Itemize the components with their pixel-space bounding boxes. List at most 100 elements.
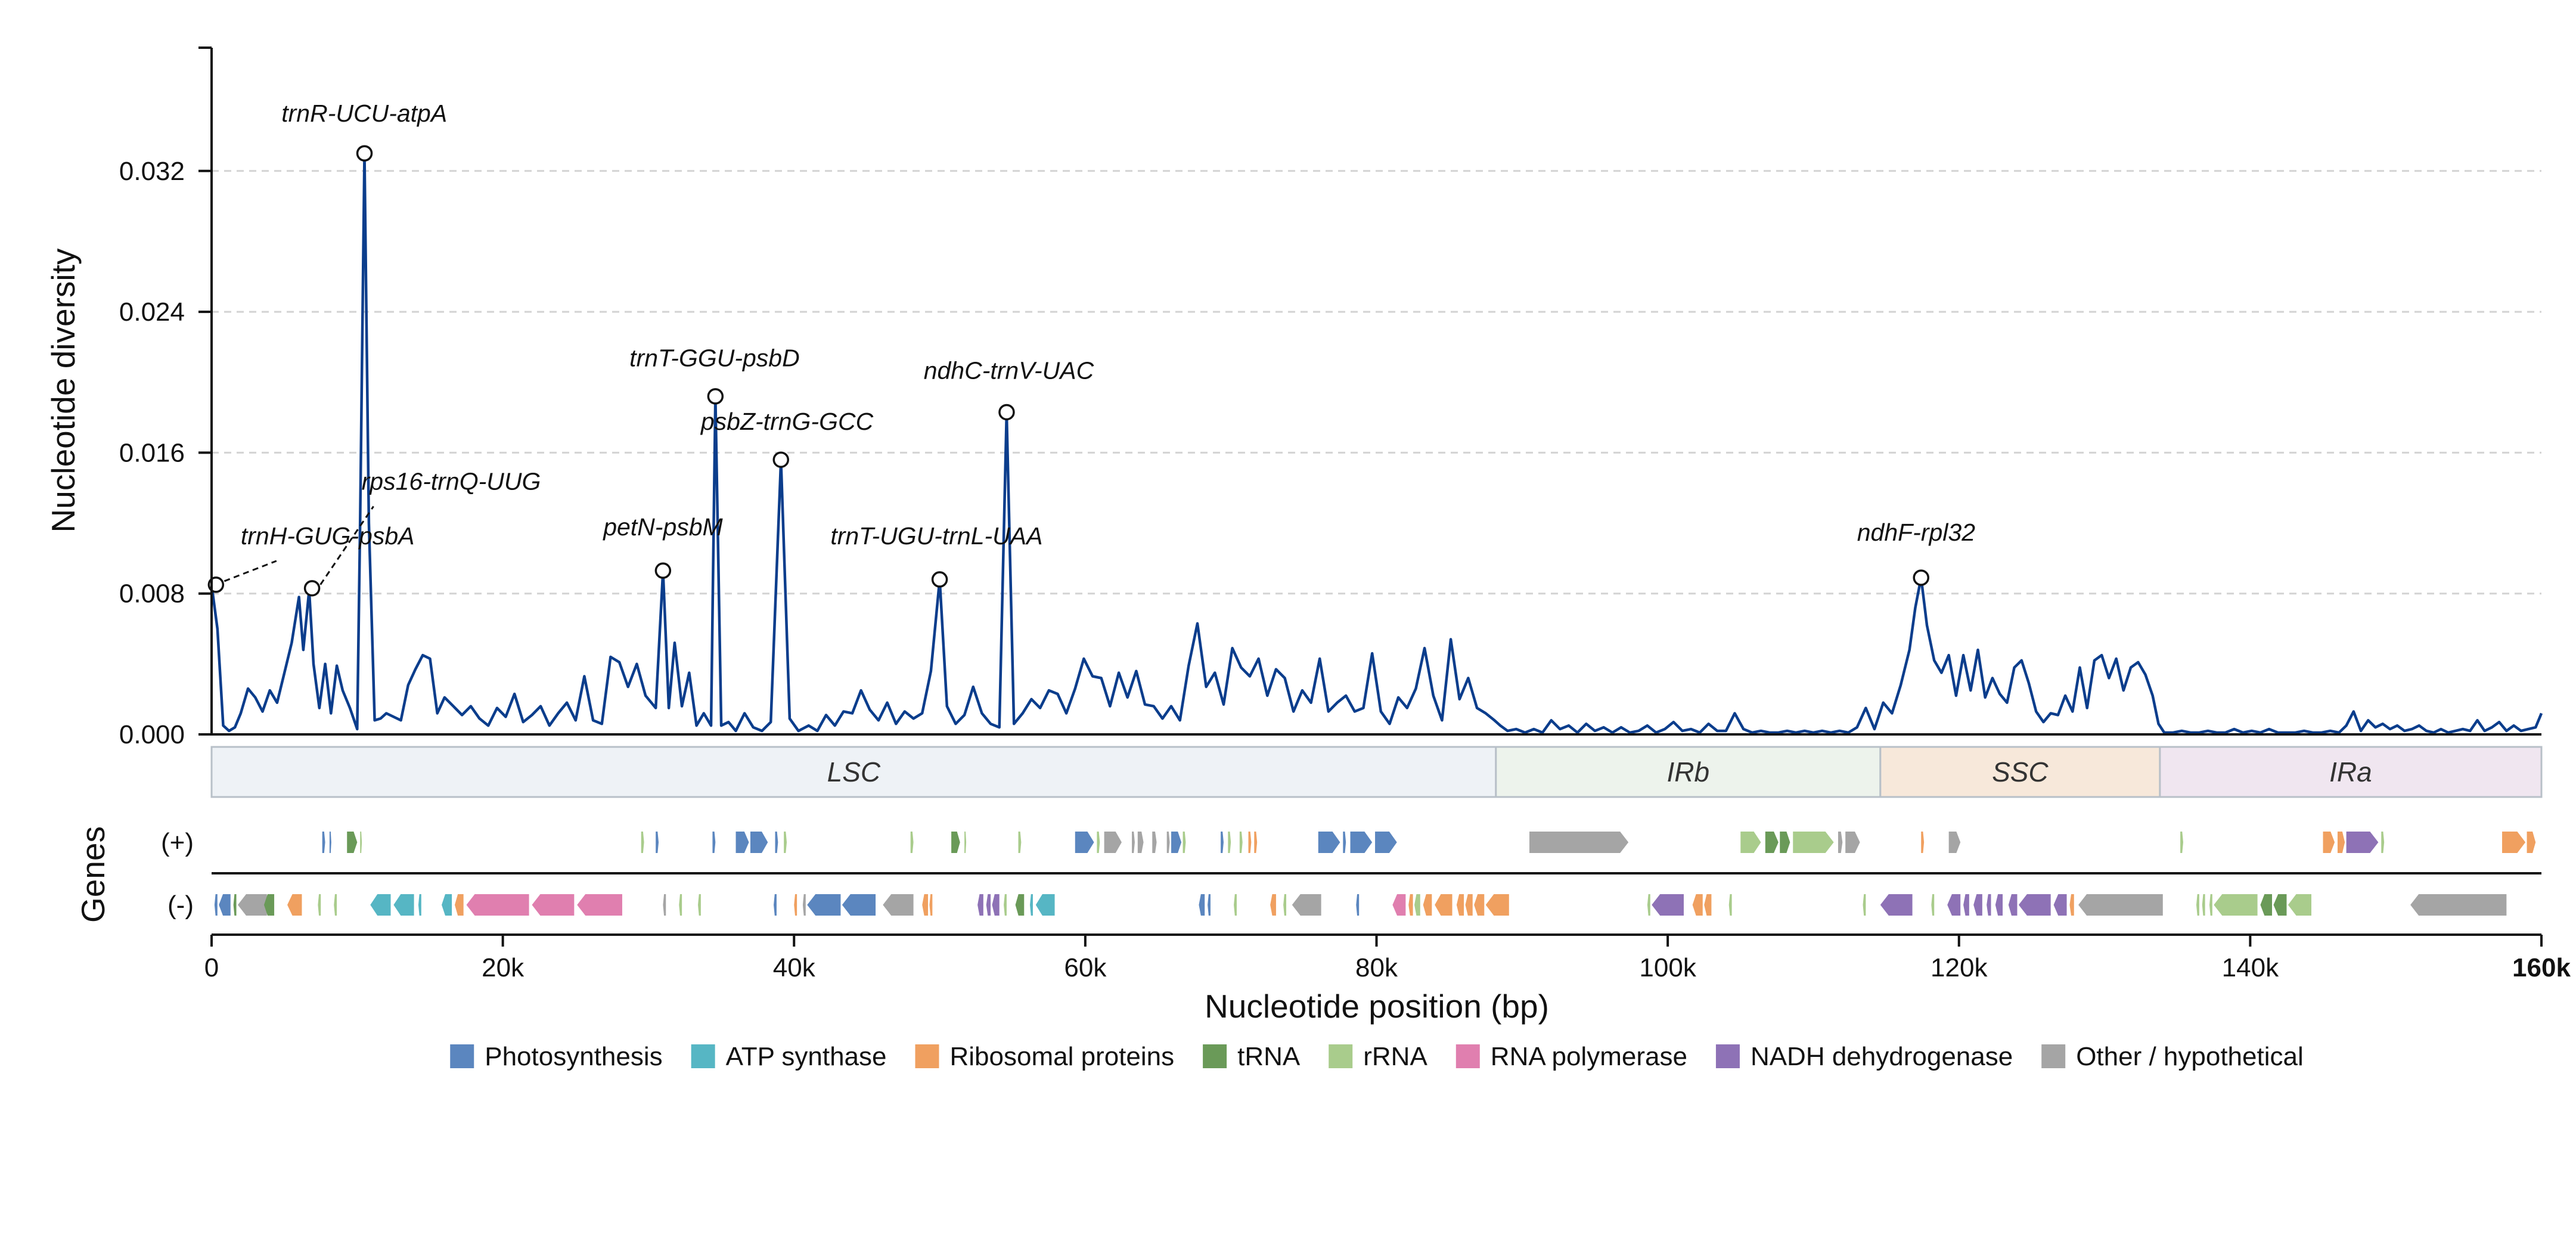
x-tick-label: 140k [2222,953,2279,982]
gene-minus-strand [1208,894,1211,916]
gene-minus-strand [233,894,237,916]
gene-plus-strand [1183,832,1186,853]
gene-minus-strand [1485,894,1509,916]
gene-plus-strand [1152,832,1157,853]
legend-swatch [691,1044,715,1068]
legend-swatch [2041,1044,2066,1068]
peak-marker [772,451,790,468]
gene-minus-strand [1035,894,1055,916]
legend-swatch [1715,1044,1740,1068]
gene-plus-strand [2346,832,2379,853]
gene-minus-strand [1414,894,1420,916]
gene-minus-strand [442,894,452,916]
peak-label: trnR-UCU-atpA [281,100,447,127]
gene-plus-strand [1793,832,1834,853]
peak-marker [707,388,724,405]
x-tick-label: 20k [482,953,524,982]
strand-label-minus: (-) [167,891,194,920]
gene-plus-strand [1132,832,1135,853]
gene-minus-strand [1931,894,1935,916]
region-track: LSC IRb SSC IRa [210,746,2543,798]
gene-plus-strand [641,832,644,853]
gene-minus-strand [1015,894,1025,916]
gene-plus-strand [1765,832,1779,853]
gene-minus-strand [1987,894,1991,916]
gene-minus-strand [2069,894,2074,916]
gene-minus-strand [1004,894,1007,916]
peak-marker [654,562,672,579]
legend-item-label: RNA polymerase [1491,1042,1687,1071]
gene-track: (+) (-) [161,828,2541,920]
x-tick-label: 0 [204,953,219,982]
gene-minus-strand [1947,894,1961,916]
gene-minus-strand [2078,894,2163,916]
gene-minus-strand [237,894,267,916]
gene-plus-strand [775,832,778,853]
gene-minus-strand [1392,894,1406,916]
legend-item-label: Ribosomal proteins [949,1042,1174,1071]
gene-minus-strand [2214,894,2258,916]
gene-minus-strand [2196,894,2199,916]
gene-minus-strand [318,894,321,916]
gene-plus-strand [2337,832,2345,853]
gene-minus-strand [2410,894,2507,916]
x-axis-title: Nucleotide position (bp) [1205,988,1549,1025]
gene-minus-strand [287,894,302,916]
legend-item-label: Photosynthesis [485,1042,662,1071]
gene-minus-strand [1234,894,1237,916]
gene-plus-strand [360,832,362,853]
y-tick-label: 0.032 [119,157,185,186]
peak-leader-line [224,560,277,582]
gene-plus-strand [1248,832,1252,853]
gene-minus-strand [1435,894,1453,916]
peak-label: petN-psbM [602,513,723,541]
peak-label: ndhC-trnV-UAC [924,356,1094,384]
gene-minus-strand [1880,894,1913,916]
gene-plus-strand [1137,832,1144,853]
gene-minus-strand [2008,894,2018,916]
y-tick-label: 0.024 [119,297,185,327]
gene-minus-strand [1973,894,1982,916]
legend-item-label: rRNA [1363,1042,1427,1071]
gene-plus-strand [1018,832,1022,853]
diversity-line [210,151,2543,734]
legend-swatch [1329,1044,1353,1068]
gene-plus-strand [1171,832,1182,853]
gene-minus-strand [334,894,337,916]
x-tick-label: 40k [773,953,816,982]
gene-plus-strand [1254,832,1258,853]
gene-minus-strand [1283,894,1287,916]
y-tick-label: 0.016 [119,438,185,467]
gene-minus-strand [370,894,391,916]
gene-minus-strand [1692,894,1703,916]
gene-minus-strand [1728,894,1732,916]
x-tick-label: 80k [1355,953,1398,982]
y-axis-title: Nucleotide diversity [45,248,82,532]
region-label: SSC [1992,756,2049,787]
gene-minus-strand [774,894,777,916]
gene-minus-strand [842,894,876,916]
region-ira [2159,746,2543,798]
gene-plus-strand [1228,832,1231,853]
legend: Photosynthesis ATP synthase Ribosomal prot… [450,1042,2304,1071]
gene-minus-strand [1199,894,1205,916]
gene-minus-strand [1652,894,1684,916]
gene-plus-strand [750,832,768,853]
gene-plus-strand [329,832,331,853]
gene-minus-strand [2273,894,2287,916]
grid-lines [212,170,2541,595]
legend-swatch [450,1044,474,1068]
gene-plus-strand [1780,832,1790,853]
peak-label: trnT-GGU-psbD [629,345,800,372]
strand-label-plus: (+) [161,828,194,857]
gene-plus-strand [951,832,960,853]
legend-swatch [915,1044,939,1068]
gene-minus-strand [214,894,218,916]
peak-marker [1913,569,1929,586]
region-label: IRa [2329,756,2372,787]
diversity-series-line [210,151,2543,734]
peak-label: ndhF-rpl32 [1857,519,1975,546]
gene-plus-strand [1075,832,1094,853]
gene-minus-strand [1704,894,1712,916]
